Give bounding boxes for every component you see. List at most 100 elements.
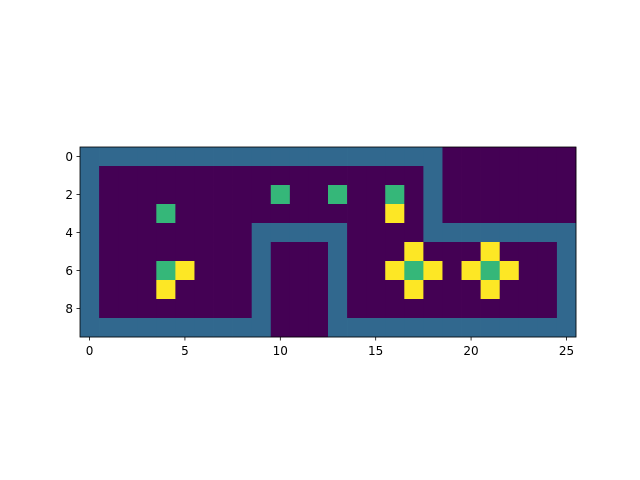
heatmap-cell <box>537 261 558 281</box>
heatmap-cell <box>537 223 558 243</box>
heatmap-cell <box>118 261 138 281</box>
heatmap-cell <box>385 280 405 300</box>
heatmap-cell <box>366 261 386 281</box>
heatmap-cell <box>118 223 138 243</box>
heatmap-cell <box>175 147 195 167</box>
x-tick-label: 5 <box>181 344 189 358</box>
heatmap-cell <box>308 166 329 186</box>
heatmap-cell <box>442 166 462 186</box>
heatmap-cell <box>499 204 520 224</box>
heatmap-cell <box>499 318 520 338</box>
heatmap-cell <box>137 280 157 300</box>
heatmap-cell <box>80 299 100 319</box>
heatmap-cell <box>385 223 405 243</box>
x-tick-label: 20 <box>463 344 478 358</box>
heatmap-cell <box>461 166 481 186</box>
heatmap-cell <box>99 147 119 167</box>
heatmap-cell <box>499 299 520 319</box>
heatmap-cell <box>213 280 233 300</box>
heatmap-cell <box>137 299 157 319</box>
heatmap-cell <box>423 318 443 338</box>
heatmap-cell <box>308 223 329 243</box>
x-tick-label: 25 <box>559 344 574 358</box>
heatmap-cell <box>518 318 539 338</box>
heatmap-cell <box>404 261 424 281</box>
heatmap-cell <box>347 261 367 281</box>
heatmap-cell <box>385 299 405 319</box>
axes-frame <box>79 146 577 338</box>
heatmap-cell <box>499 166 520 186</box>
heatmap-cell <box>537 242 558 262</box>
y-tick-label: 6 <box>65 264 73 278</box>
heatmap-cell <box>270 261 291 281</box>
heatmap-cell <box>270 223 291 243</box>
heatmap-cell <box>308 185 329 205</box>
heatmap-cell <box>499 147 520 167</box>
heatmap-cell <box>499 242 520 262</box>
heatmap-cell <box>289 223 310 243</box>
heatmap-cell <box>232 280 253 300</box>
x-axis: 0 5 10 15 20 25 <box>86 337 574 358</box>
heatmap-cell <box>213 147 233 167</box>
heatmap-cell <box>175 318 195 338</box>
heatmap-cell <box>442 242 462 262</box>
heatmap-cell <box>99 318 119 338</box>
heatmap-cell <box>385 242 405 262</box>
heatmap-cell <box>404 204 424 224</box>
heatmap-cell <box>499 223 520 243</box>
heatmap-cell <box>156 299 176 319</box>
heatmap-cell <box>118 204 138 224</box>
heatmap-cell <box>308 261 329 281</box>
heatmap-cell <box>442 147 462 167</box>
heatmap-cell <box>137 261 157 281</box>
heatmap-cell <box>99 242 119 262</box>
heatmap-cell <box>308 242 329 262</box>
heatmap-cell <box>251 242 272 262</box>
heatmap-cell <box>385 261 405 281</box>
heatmap-cell <box>118 318 138 338</box>
heatmap-cell <box>347 280 367 300</box>
heatmap-cell <box>461 261 481 281</box>
heatmap-cell <box>251 261 272 281</box>
heatmap-cell <box>156 242 176 262</box>
heatmap-cell <box>156 204 176 224</box>
heatmap-cell <box>194 147 214 167</box>
heatmap-cell <box>308 318 329 338</box>
heatmap-cell <box>423 280 443 300</box>
heatmap-cell <box>556 280 577 300</box>
heatmap-cell <box>194 223 214 243</box>
heatmap-cell <box>80 280 100 300</box>
heatmap-cell <box>137 204 157 224</box>
heatmap-cell <box>404 242 424 262</box>
heatmap-cell <box>270 147 291 167</box>
heatmap-cell <box>289 204 310 224</box>
heatmap-cell <box>423 147 443 167</box>
heatmap-cell <box>518 280 539 300</box>
heatmap-cell <box>328 223 348 243</box>
heatmap-cell <box>99 280 119 300</box>
heatmap-cell <box>137 147 157 167</box>
heatmap-cell <box>499 280 520 300</box>
heatmap-cell <box>366 166 386 186</box>
heatmap-cell <box>461 147 481 167</box>
heatmap-cell <box>80 261 100 281</box>
y-tick-label: 4 <box>65 226 73 240</box>
x-tick-label: 15 <box>368 344 383 358</box>
heatmap-cell <box>423 299 443 319</box>
y-tick-label: 0 <box>65 150 73 164</box>
heatmap-cell <box>537 166 558 186</box>
heatmap-cell <box>232 223 253 243</box>
heatmap-cell <box>270 185 291 205</box>
heatmap-cell <box>404 299 424 319</box>
heatmap-cell <box>289 147 310 167</box>
heatmap-cell <box>442 318 462 338</box>
heatmap-cell <box>328 166 348 186</box>
heatmap-cell <box>118 147 138 167</box>
heatmap-cell <box>175 166 195 186</box>
heatmap-cell <box>328 204 348 224</box>
x-tick-label: 10 <box>273 344 288 358</box>
heatmap-cell <box>194 242 214 262</box>
heatmap-cell <box>251 185 272 205</box>
heatmap-cell <box>270 166 291 186</box>
